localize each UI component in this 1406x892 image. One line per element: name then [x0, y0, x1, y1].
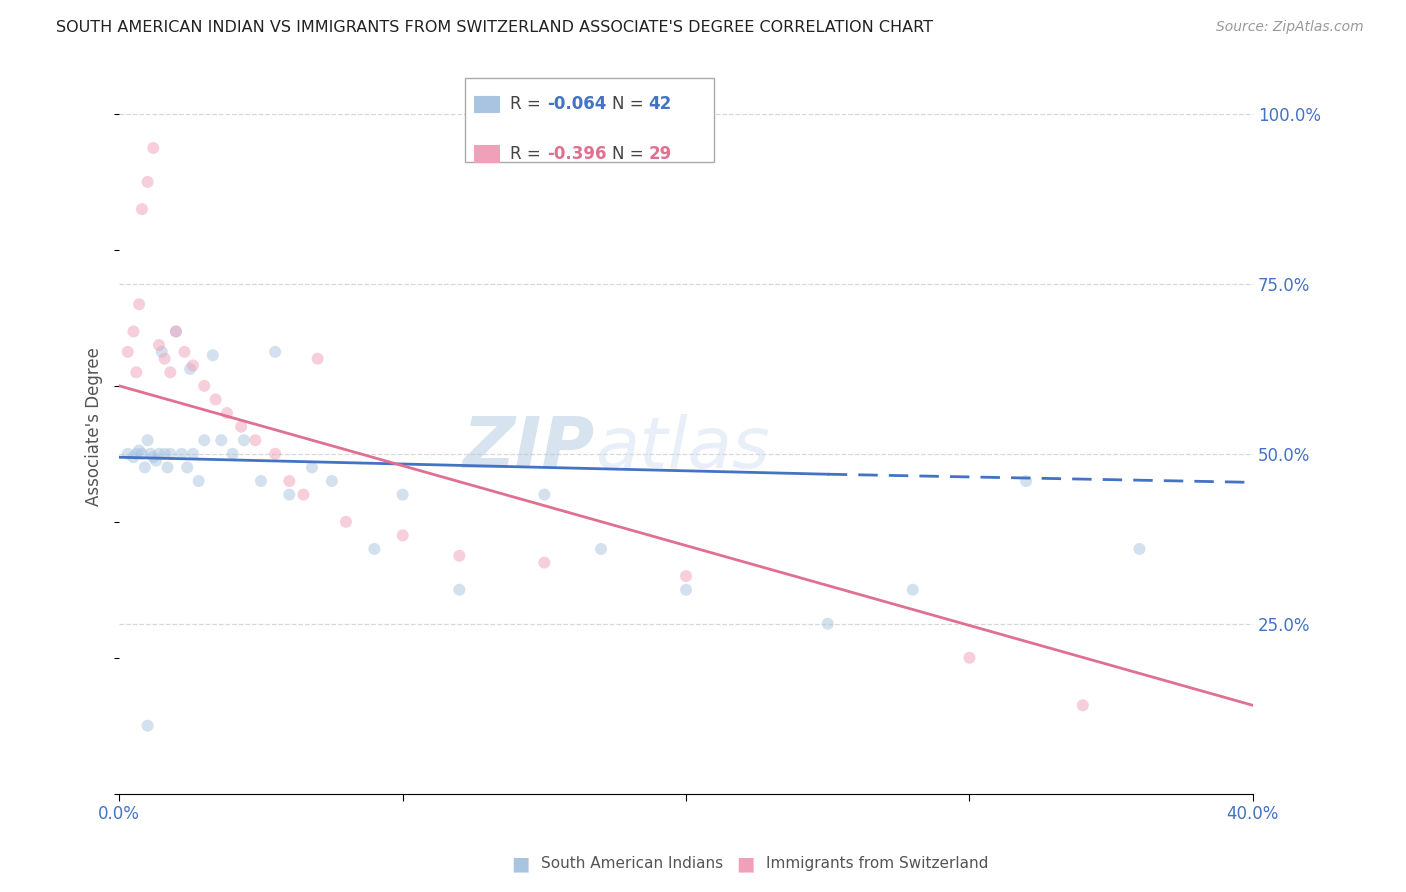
Point [449, 582, 471, 597]
Point [221, 447, 243, 461]
Point [156, 460, 179, 475]
Point [136, 719, 159, 733]
Point [159, 447, 181, 461]
Point [153, 351, 176, 366]
Point [173, 344, 195, 359]
Text: South American Indians: South American Indians [541, 856, 724, 871]
Point [278, 487, 301, 501]
Point [278, 474, 301, 488]
Text: R =: R = [510, 95, 547, 112]
Y-axis label: Associate's Degree: Associate's Degree [86, 347, 103, 506]
Point [117, 344, 139, 359]
Text: N =: N = [613, 145, 650, 162]
Point [148, 338, 170, 352]
Point [1128, 541, 1150, 556]
Point [181, 359, 204, 373]
Point [136, 434, 159, 448]
Point [204, 392, 226, 407]
Point [245, 434, 267, 448]
Point [176, 460, 198, 475]
Point [148, 447, 170, 461]
Point [533, 556, 555, 570]
Point [215, 406, 238, 420]
Point [153, 447, 176, 461]
Point [264, 344, 287, 359]
Point [131, 202, 153, 216]
Point [131, 447, 153, 461]
Text: R =: R = [510, 145, 547, 162]
Point [193, 379, 215, 393]
Point [181, 447, 204, 461]
FancyBboxPatch shape [465, 78, 714, 162]
Point [449, 549, 471, 563]
Point [142, 450, 165, 465]
Text: N =: N = [613, 95, 650, 112]
Text: atlas: atlas [595, 414, 770, 483]
Point [170, 447, 193, 461]
Point [1015, 474, 1038, 488]
Text: Source: ZipAtlas.com: Source: ZipAtlas.com [1216, 20, 1364, 34]
Point [128, 443, 150, 458]
Point [335, 515, 357, 529]
FancyBboxPatch shape [474, 95, 499, 112]
Point [675, 569, 697, 583]
Point [201, 348, 224, 362]
Point [150, 344, 173, 359]
Text: 42: 42 [648, 95, 672, 112]
Point [363, 541, 385, 556]
Point [817, 616, 839, 631]
Point [264, 447, 287, 461]
Text: ZIP: ZIP [463, 414, 595, 483]
Text: 29: 29 [648, 145, 672, 162]
Point [187, 474, 209, 488]
Point [675, 582, 697, 597]
Point [122, 325, 145, 339]
Point [307, 351, 329, 366]
Point [125, 447, 148, 461]
Point [128, 297, 150, 311]
Point [589, 541, 612, 556]
Point [391, 528, 413, 542]
Point [533, 487, 555, 501]
Point [959, 650, 981, 665]
Text: SOUTH AMERICAN INDIAN VS IMMIGRANTS FROM SWITZERLAND ASSOCIATE'S DEGREE CORRELAT: SOUTH AMERICAN INDIAN VS IMMIGRANTS FROM… [56, 20, 934, 35]
Text: -0.064: -0.064 [547, 95, 606, 112]
Point [139, 447, 162, 461]
Point [125, 365, 148, 379]
Text: ■: ■ [735, 854, 755, 873]
Point [250, 474, 273, 488]
Point [391, 487, 413, 501]
Point [193, 434, 215, 448]
Point [145, 453, 167, 467]
Point [209, 434, 232, 448]
Point [122, 450, 145, 465]
Point [901, 582, 924, 597]
Text: ■: ■ [510, 854, 530, 873]
Point [117, 447, 139, 461]
Text: Immigrants from Switzerland: Immigrants from Switzerland [766, 856, 988, 871]
Point [231, 419, 253, 434]
Point [321, 474, 343, 488]
Point [134, 460, 156, 475]
Point [301, 460, 323, 475]
Point [233, 434, 256, 448]
Point [292, 487, 315, 501]
Point [165, 325, 187, 339]
FancyBboxPatch shape [474, 145, 499, 161]
Text: -0.396: -0.396 [547, 145, 606, 162]
Point [1071, 698, 1094, 713]
Point [179, 362, 201, 376]
Point [142, 141, 165, 155]
Point [159, 365, 181, 379]
Point [136, 175, 159, 189]
Point [165, 325, 187, 339]
